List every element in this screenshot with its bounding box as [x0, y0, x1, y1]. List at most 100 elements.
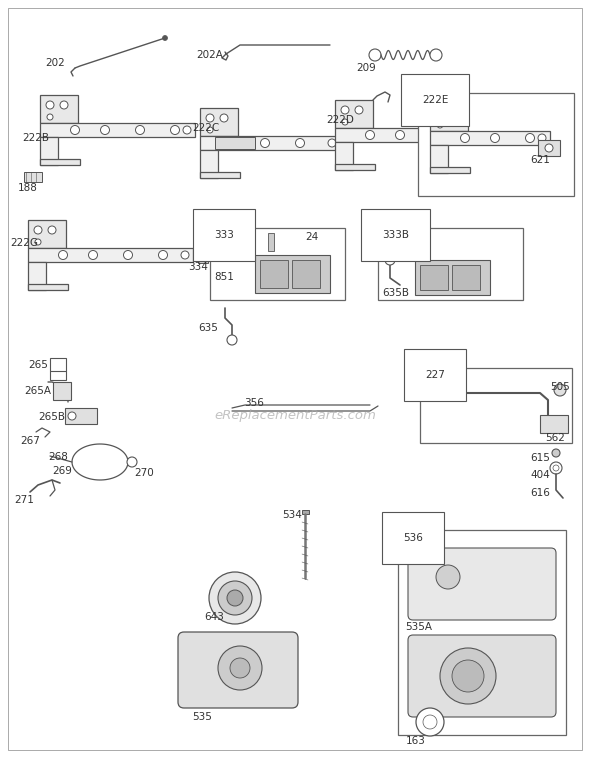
Bar [28, 284, 68, 290]
Bar [40, 123, 195, 137]
Bar [398, 530, 566, 735]
Circle shape [365, 130, 375, 139]
Circle shape [123, 250, 133, 259]
Text: 562: 562 [545, 433, 565, 443]
Text: 222B: 222B [22, 133, 49, 143]
Text: 24: 24 [305, 232, 318, 242]
Bar [53, 382, 71, 400]
Circle shape [171, 126, 179, 134]
Circle shape [328, 139, 336, 147]
Bar [430, 145, 448, 173]
Text: 163: 163 [406, 736, 426, 746]
Text: 616: 616 [530, 488, 550, 498]
FancyBboxPatch shape [178, 632, 298, 708]
Text: 404: 404 [530, 470, 550, 480]
Circle shape [60, 101, 68, 109]
FancyBboxPatch shape [408, 548, 556, 620]
Circle shape [231, 139, 240, 148]
Text: 270: 270 [134, 468, 154, 478]
Bar [335, 100, 373, 128]
Circle shape [227, 335, 237, 345]
Text: 202: 202 [45, 58, 65, 68]
Bar [430, 167, 470, 173]
Circle shape [355, 106, 363, 114]
Circle shape [436, 109, 444, 117]
FancyBboxPatch shape [408, 635, 556, 717]
Bar [28, 262, 46, 290]
Circle shape [553, 465, 559, 471]
Circle shape [162, 36, 168, 40]
Bar [198, 249, 208, 263]
Circle shape [136, 126, 145, 134]
Circle shape [461, 133, 470, 143]
Text: 202A: 202A [196, 50, 223, 60]
Bar [215, 137, 255, 149]
Circle shape [70, 126, 80, 134]
Text: 535A: 535A [405, 622, 432, 632]
Circle shape [341, 106, 349, 114]
Circle shape [127, 457, 137, 467]
Circle shape [209, 572, 261, 624]
Bar [40, 137, 58, 165]
Bar [50, 358, 66, 380]
Text: 222C: 222C [192, 123, 219, 133]
Text: 536: 536 [403, 533, 423, 543]
Bar [268, 233, 274, 251]
Circle shape [416, 708, 444, 736]
Text: 534: 534 [282, 510, 302, 520]
Circle shape [34, 226, 42, 234]
Bar [200, 136, 340, 150]
Text: 222E: 222E [422, 95, 448, 105]
Text: 265: 265 [28, 360, 48, 370]
Circle shape [436, 565, 460, 589]
Circle shape [430, 49, 442, 61]
Bar [255, 255, 330, 293]
Circle shape [206, 114, 214, 122]
Bar [452, 265, 480, 290]
Text: 268: 268 [48, 452, 68, 462]
Circle shape [490, 133, 500, 143]
Bar [430, 103, 468, 131]
Text: 635: 635 [198, 323, 218, 333]
Text: 269: 269 [52, 466, 72, 476]
Circle shape [218, 646, 262, 690]
Circle shape [207, 127, 213, 133]
Circle shape [46, 101, 54, 109]
Circle shape [342, 119, 348, 125]
Text: 209: 209 [356, 63, 376, 73]
Circle shape [47, 114, 53, 120]
Circle shape [550, 462, 562, 474]
Text: 265A: 265A [24, 386, 51, 396]
Circle shape [452, 660, 484, 692]
Text: 267: 267 [20, 436, 40, 446]
Circle shape [48, 226, 56, 234]
Circle shape [440, 648, 496, 704]
Circle shape [395, 130, 405, 139]
Bar [40, 159, 80, 165]
Text: 271: 271 [14, 495, 34, 505]
Text: 188: 188 [18, 183, 38, 193]
Bar [302, 510, 309, 514]
Bar [24, 172, 42, 182]
Text: 333: 333 [214, 230, 234, 240]
Circle shape [385, 255, 395, 265]
Bar [260, 260, 288, 288]
Text: 505: 505 [550, 382, 570, 392]
Bar [210, 228, 345, 300]
Circle shape [220, 114, 228, 122]
Circle shape [183, 126, 191, 134]
Circle shape [437, 122, 443, 128]
Bar [65, 408, 97, 424]
Circle shape [552, 449, 560, 457]
Circle shape [545, 144, 553, 152]
Circle shape [369, 49, 381, 61]
Circle shape [450, 109, 458, 117]
Bar [378, 228, 523, 300]
Circle shape [261, 139, 270, 148]
Bar [430, 131, 550, 145]
Bar [418, 93, 574, 196]
Bar [420, 368, 572, 443]
Bar [420, 265, 448, 290]
Text: 535: 535 [192, 712, 212, 722]
Circle shape [230, 658, 250, 678]
